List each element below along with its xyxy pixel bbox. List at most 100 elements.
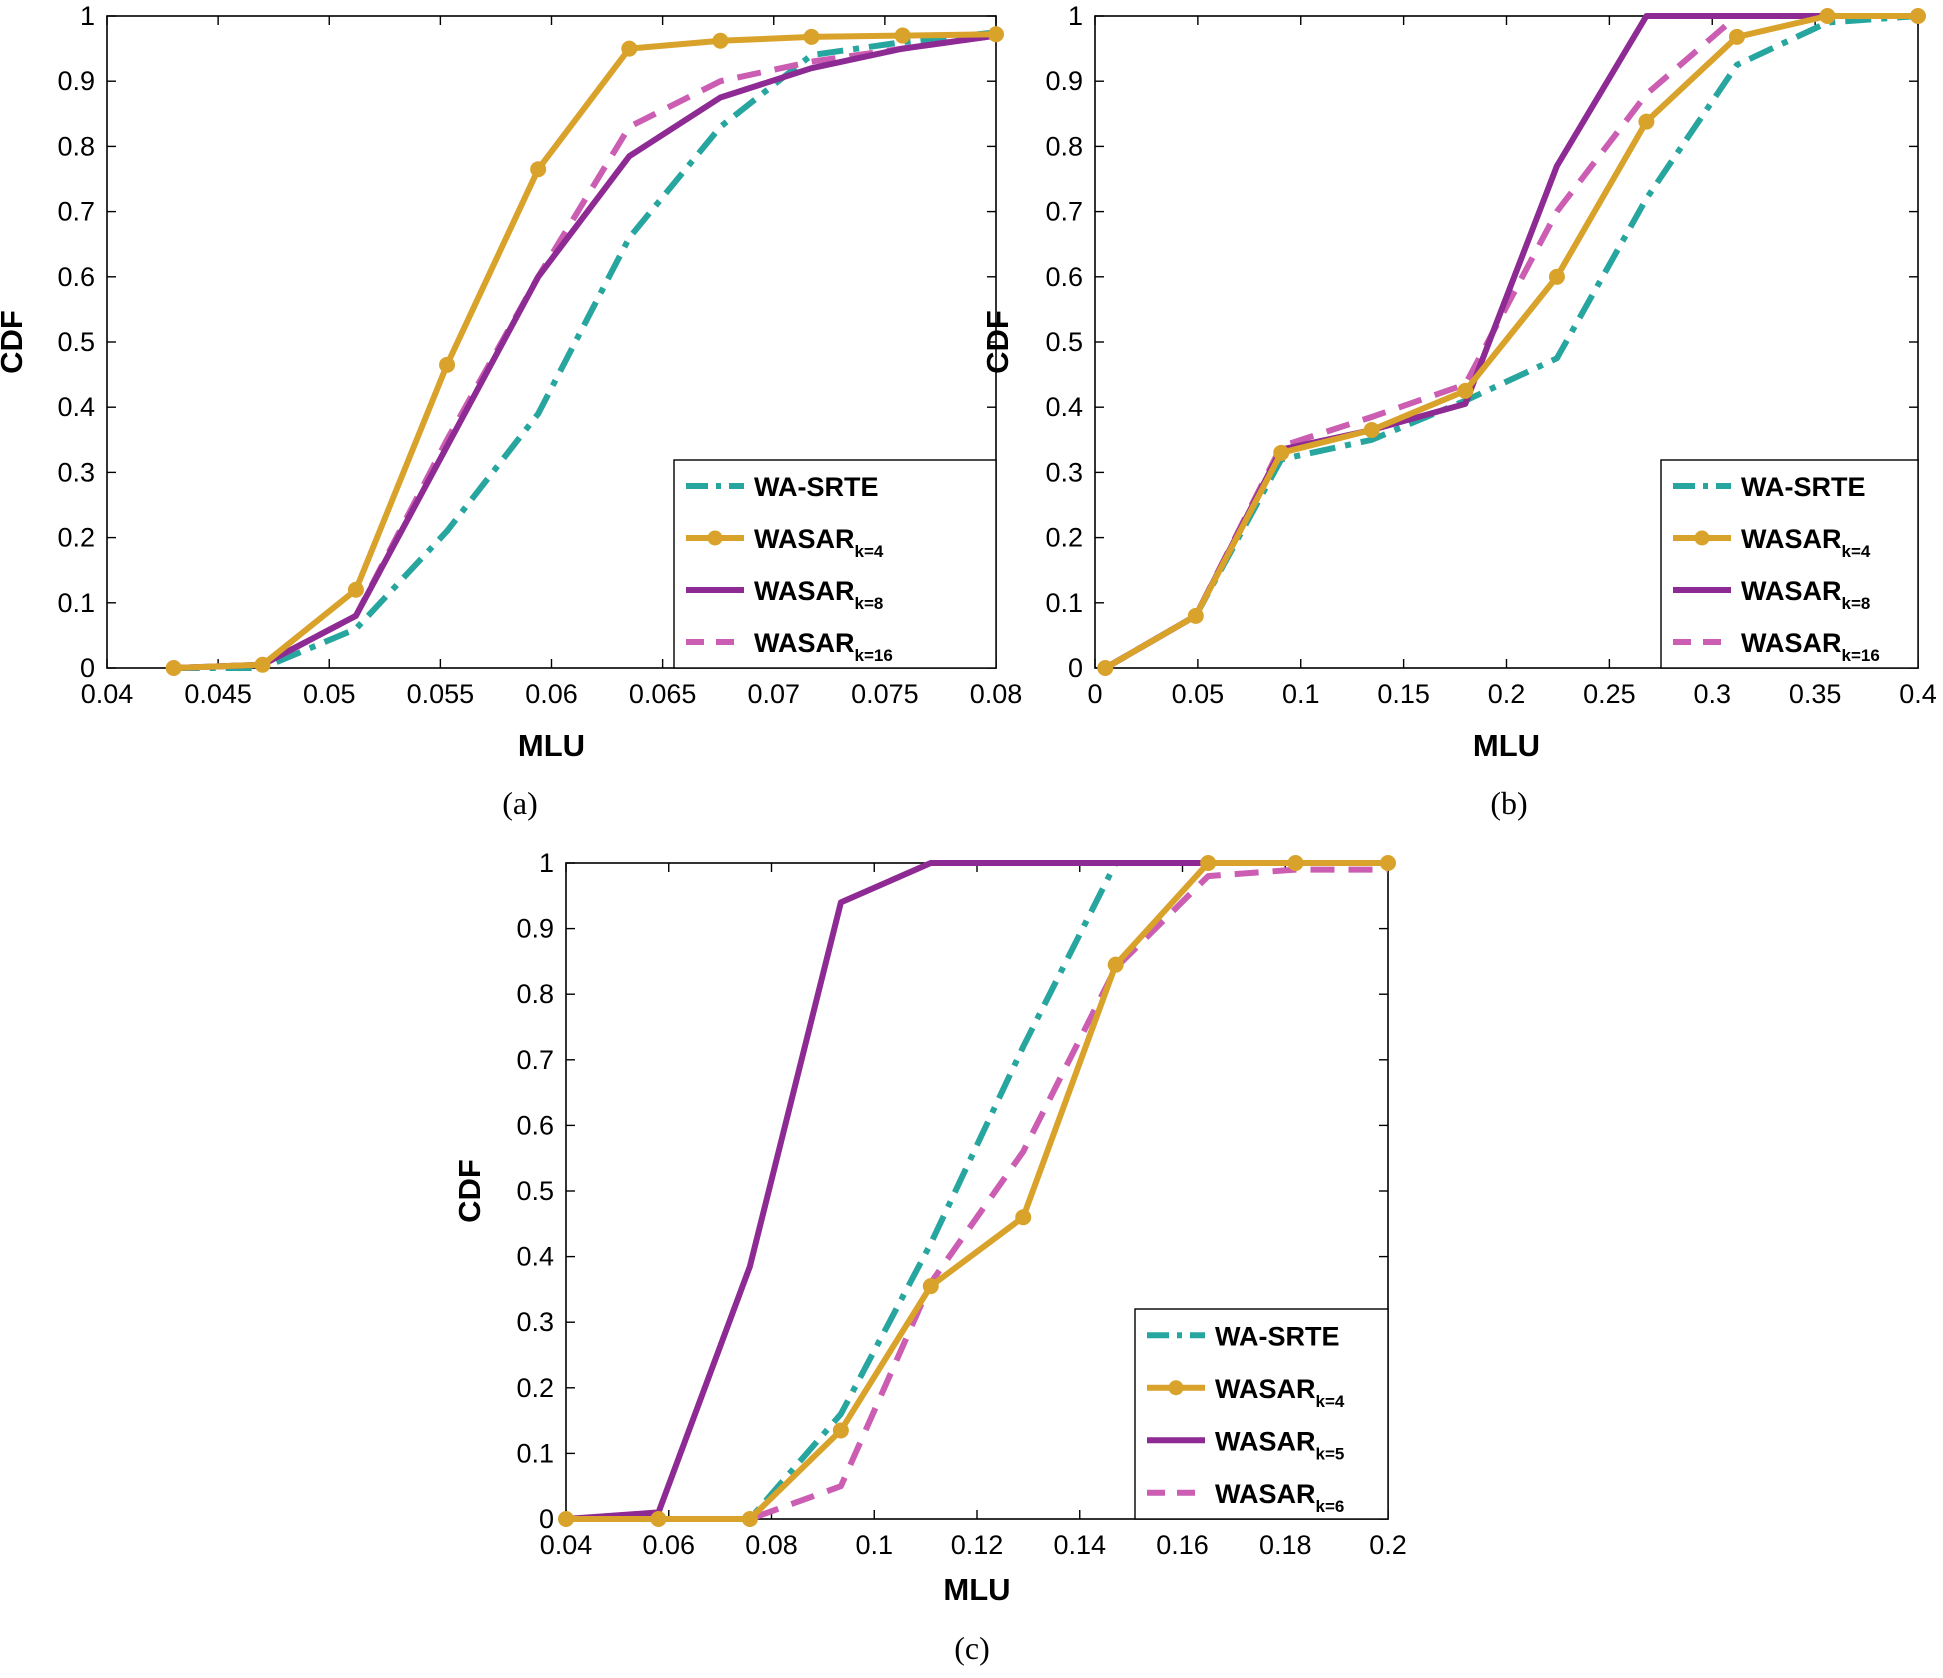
series-line-wa-srte [173, 29, 997, 671]
x-tick-label: 0.04 [81, 679, 134, 709]
legend-box [1660, 459, 1919, 669]
y-tick-label: 0.8 [57, 131, 95, 161]
panel-caption: (b) [1490, 785, 1527, 821]
y-tick-label: 0.5 [516, 1176, 554, 1206]
y-axis-label: CDF [0, 310, 29, 374]
legend-label: WASARk=4 [1215, 1374, 1345, 1411]
x-tick-label: 0.06 [642, 1530, 695, 1560]
y-tick-label: 0.9 [516, 914, 554, 944]
x-tick-label: 0.1 [855, 1530, 893, 1560]
legend-label: WA-SRTE [754, 472, 879, 502]
y-tick-label: 0.3 [57, 457, 95, 487]
y-tick-label: 0.7 [57, 197, 95, 227]
legend-label: WASARk=16 [1741, 628, 1880, 665]
data-point-wasar-k-4 [1287, 855, 1304, 871]
series-line-wasar-k-6 [566, 866, 1388, 1522]
data-point-wasar-k-4 [1363, 422, 1380, 439]
y-tick-label: 0.6 [516, 1110, 554, 1140]
legend-label-subscript: k=4 [1316, 1392, 1345, 1411]
y-tick-label: 0.8 [1045, 131, 1083, 161]
legend-label: WASARk=8 [1741, 576, 1870, 613]
x-tick-label: 0.05 [1172, 679, 1225, 709]
chart-panel-1: 0.04 0.045 0.05 0.055 0.06 0.065 0.07 0.075 0.08… [0, 1, 1022, 821]
y-tick-label: 0.7 [1045, 197, 1083, 227]
data-point-wasar-k-4 [439, 356, 456, 373]
legend-label-main: WASAR [1741, 628, 1842, 658]
data-point-wasar-k-4 [1187, 607, 1204, 624]
x-tick-label: 0.25 [1583, 679, 1636, 709]
legend-label-main: WASAR [754, 524, 855, 554]
y-tick-label: 0.5 [1045, 327, 1083, 357]
chart-panel-2: 0 0.05 0.1 0.15 0.2 0.25 0.3 0.35 0.4 0 0.1 0.2 0.3 0… [980, 1, 1937, 821]
y-tick-label: 0.3 [516, 1307, 554, 1337]
legend-label-subscript: k=4 [855, 542, 884, 561]
legend-label-subscript: k=8 [855, 594, 884, 613]
legend-label-subscript: k=8 [1842, 594, 1871, 613]
x-axis-label: MLU [518, 728, 585, 763]
x-tick-label: 0.045 [184, 679, 252, 709]
legend-label-main: WASAR [1215, 1426, 1316, 1456]
data-point-wasar-k-4 [1380, 855, 1396, 871]
data-point-wasar-k-4 [1097, 660, 1114, 676]
legend-label-subscript: k=4 [1842, 542, 1871, 561]
y-axis-label: CDF [452, 1159, 487, 1223]
legend-label-main: WASAR [754, 628, 855, 658]
data-point-wasar-k-4 [894, 27, 911, 44]
y-tick-label: 1 [80, 1, 95, 31]
x-tick-label: 0.08 [745, 1530, 798, 1560]
y-tick-label: 0 [539, 1504, 554, 1534]
legend-label-main: WA-SRTE [1215, 1321, 1340, 1351]
y-axis-label: CDF [980, 310, 1015, 374]
legend-box [1134, 1308, 1389, 1520]
data-point-wasar-k-4 [988, 26, 1004, 43]
x-tick-label: 0 [1087, 679, 1102, 709]
data-point-wasar-k-4 [530, 161, 547, 178]
data-point-wasar-k-4 [621, 40, 638, 57]
y-tick-label: 1 [1068, 1, 1083, 31]
legend-label: WASARk=5 [1215, 1426, 1344, 1463]
y-tick-label: 0.2 [57, 523, 95, 553]
x-tick-label: 0.3 [1693, 679, 1731, 709]
data-point-wasar-k-4 [558, 1511, 574, 1527]
x-tick-label: 0.18 [1259, 1530, 1312, 1560]
panel-caption: (c) [954, 1630, 990, 1666]
y-tick-label: 0.6 [1045, 262, 1083, 292]
legend-label-main: WA-SRTE [754, 472, 879, 502]
legend-label-main: WASAR [1215, 1479, 1316, 1509]
x-tick-label: 0.2 [1488, 679, 1526, 709]
data-point-wasar-k-4 [1107, 956, 1124, 973]
series-line-wasar-k-8 [173, 32, 997, 671]
y-tick-label: 0.8 [516, 979, 554, 1009]
legend-marker [707, 530, 723, 546]
panel-caption: (a) [502, 785, 538, 821]
series-line-wasar-k-4 [566, 860, 1388, 1522]
data-point-wasar-k-4 [832, 1422, 849, 1439]
series-line-wasar-k-4 [1103, 13, 1918, 671]
legend-label: WASARk=6 [1215, 1479, 1344, 1516]
legend-label-subscript: k=16 [1842, 646, 1880, 665]
legend-label-main: WASAR [754, 576, 855, 606]
x-tick-label: 0.075 [851, 679, 919, 709]
y-tick-label: 0.4 [516, 1242, 554, 1272]
y-tick-label: 0 [1068, 653, 1083, 683]
y-tick-label: 0.7 [516, 1045, 554, 1075]
x-tick-label: 0.055 [407, 679, 475, 709]
data-point-wasar-k-4 [254, 656, 271, 673]
data-point-wasar-k-4 [1728, 28, 1745, 45]
x-tick-label: 0.4 [1899, 679, 1937, 709]
y-tick-label: 0.2 [1045, 523, 1083, 553]
series-line-wa-srte [566, 860, 1388, 1522]
y-tick-label: 0.9 [57, 66, 95, 96]
legend-label-subscript: k=6 [1316, 1497, 1345, 1516]
y-tick-label: 0.6 [57, 262, 95, 292]
legend-label-subscript: k=16 [855, 646, 893, 665]
data-point-wasar-k-4 [1015, 1209, 1032, 1226]
x-tick-label: 0.06 [525, 679, 578, 709]
x-tick-label: 0.2 [1369, 1530, 1407, 1560]
y-tick-label: 0 [80, 653, 95, 683]
x-tick-label: 0.35 [1789, 679, 1842, 709]
